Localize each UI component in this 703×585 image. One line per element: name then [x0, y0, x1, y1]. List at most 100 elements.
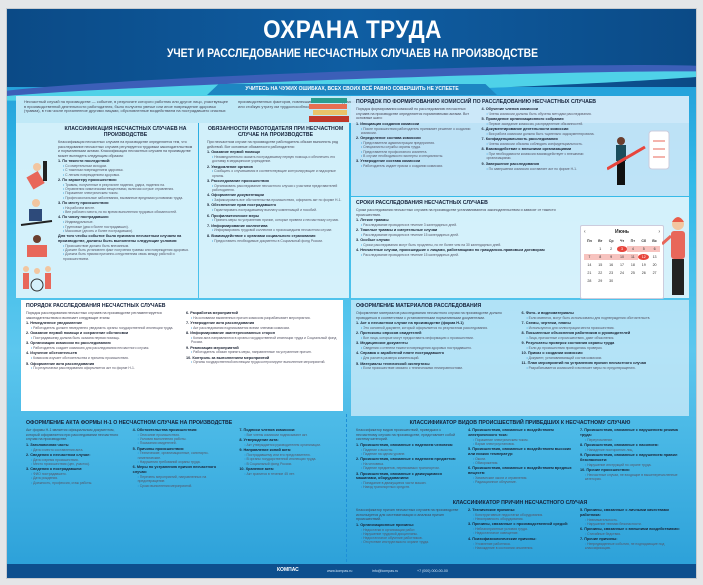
item-heading: 6. Причины, связанные с внешними воздейс… [580, 527, 680, 532]
calendar-day[interactable]: 9 [605, 254, 617, 260]
item-line: Все лица, которые могут предоставить инф… [356, 336, 514, 340]
calendar-day[interactable]: 17 [619, 263, 624, 267]
item-heading: 3. Происшествия, связанные с движущимися… [356, 471, 442, 481]
item-line: Ожоги. [468, 457, 572, 461]
calendar-day[interactable]: 29 [598, 279, 603, 283]
materials-panel: Оформление материалов расследования Оформ… [351, 300, 689, 416]
calendar-day[interactable]: 30 [609, 279, 614, 283]
calendar-day[interactable]: 28 [587, 279, 592, 283]
calendar-day[interactable]: 15 [598, 263, 603, 267]
item-heading: 8. Взаимодействие с органами социального… [207, 233, 316, 238]
section-intro: Сроки расследования несчастных случаев н… [356, 208, 556, 217]
accident-figures-illustration [20, 161, 53, 292]
item-heading: 6. Документирование деятельности комисси… [481, 127, 569, 132]
calendar-day[interactable]: 2 [610, 247, 613, 251]
calendar-day[interactable]: 24 [619, 271, 624, 275]
act-n1-panel: Оформление акта формы Н-1 о несчастном с… [21, 417, 343, 563]
section-body: Оформление материалов расследования несч… [356, 311, 679, 371]
item-line: Поражение электрическим током. [468, 438, 572, 442]
calendar-day[interactable]: 3 [616, 246, 628, 252]
item-heading: 6. Меры по устранению причин несчастного… [132, 465, 217, 475]
item-heading: 2. Протоколы опросов свидетелей [356, 331, 422, 336]
item-line: Зафиксировать все обстоятельства происше… [207, 198, 344, 202]
list-item: 8. Взаимодействие с внешними организация… [482, 147, 600, 160]
section-intro: Акт формы Н-1 является официальным докум… [26, 428, 119, 442]
calendar-day[interactable]: 10 [616, 254, 628, 260]
footer-site[interactable]: www.kompas.ru [327, 569, 353, 573]
calendar-day[interactable]: 25 [630, 271, 635, 275]
calendar-day[interactable]: 8 [594, 254, 606, 260]
procedure-panel: Порядок расследования несчастных случаев… [21, 300, 343, 411]
section-intro: Классификатор причин несчастных случаев … [356, 508, 459, 522]
calendar-day[interactable]: 13 [652, 255, 657, 259]
list-item: 1. Происшествия, связанные с падением че… [356, 443, 460, 456]
calendar-day[interactable]: 6 [649, 246, 660, 252]
section-title: Порядок по формированию комиссий по расс… [356, 99, 597, 105]
list-item: 1. Легкие травмыРасследование проводится… [356, 218, 571, 227]
item-line: Технические, организационные, санитарно-… [133, 451, 232, 460]
item-line: По завершении комиссия составляет акт по… [482, 167, 600, 171]
calendar-day[interactable]: 22 [598, 271, 603, 275]
item-line: Если до происшествия проводились проверк… [522, 346, 680, 350]
list-item: 7. Схемы, чертежи, планыИспользуются для… [522, 321, 680, 330]
item-heading: 7. Информирование коллектива [207, 223, 268, 228]
item-line: Конструктивные недостатки оборудования. [468, 513, 572, 517]
calendar-day[interactable]: 4 [627, 246, 639, 252]
calendar-day[interactable]: 19 [641, 263, 646, 267]
item-heading: 7. Прочие причины: [580, 537, 618, 542]
list-item: 7. Прочие причины:Непредвиденные события… [580, 537, 684, 550]
item-line: Должна быть прямая причинно-следственная… [58, 252, 193, 261]
item-line: Место происшествия (цех, участок). [26, 462, 125, 466]
calendar-day[interactable]: 1 [599, 247, 602, 251]
calendar-day[interactable]: 21 [587, 271, 592, 275]
list-item: 1. Немедленное уведомлениеРаботодатель д… [26, 321, 178, 330]
section-title: Оформление акта формы Н-1 о несчастном с… [26, 420, 233, 426]
footer-email[interactable]: info@kompas.ru [372, 569, 399, 573]
dashed-divider [346, 414, 347, 562]
list-item: 2. Происшествия, связанные с падением пр… [356, 457, 460, 470]
item-heading: 3. Утверждение состава комиссии [356, 159, 421, 164]
item-heading: 5. Происшествия, связанные с воздействие… [468, 447, 572, 456]
calendar-day[interactable]: 27 [652, 271, 657, 275]
list-item: 4. Оформление документацииЗафиксировать … [207, 193, 344, 202]
item-line: Нарушение инструкций по охране труда. [580, 463, 684, 467]
calendar-day[interactable]: 14 [587, 263, 592, 267]
calendar-weekday: Пн [587, 239, 592, 243]
item-heading: 7. Происшествия, связанные с нарушением … [580, 428, 678, 437]
item-heading: 11. План мероприятий по устранению причи… [521, 361, 647, 366]
calendar-day[interactable]: 11 [627, 254, 639, 260]
section-body: При несчастном случае на производстве ра… [207, 140, 344, 243]
list-item: 2. Сведения о несчастном случае:Дата и в… [26, 453, 125, 466]
item-heading: 8. Информирование заинтересованных сторо… [186, 331, 275, 336]
calendar-day[interactable]: 12 [638, 254, 650, 260]
calendar-day[interactable]: 7 [584, 254, 595, 260]
calendar-day[interactable]: 16 [609, 263, 614, 267]
list-item: 4. Справка о заработной плате пострадавш… [356, 351, 514, 360]
item-line: Гарантировать пострадавшему выплату комп… [207, 208, 344, 212]
list-item: 3. Сведения о пострадавшем:ФИО пострадав… [26, 467, 125, 485]
list-item: 6. Документирование деятельности комисси… [482, 127, 600, 136]
item-heading: 5. Оформление акта расследования [26, 361, 95, 366]
calendar-widget: ‹ Июнь › Пн Вт Ср Чт Пт Сб Вс 1 2 3 4 5 6 7 8 9 10 11 12 13 14… [580, 225, 664, 299]
item-line: Невнимательность. [580, 518, 684, 522]
item-line: Члены комиссии обязаны соблюдать конфиде… [482, 142, 600, 146]
calendar-prev-icon[interactable]: ‹ [584, 229, 586, 235]
calendar-next-icon[interactable]: › [658, 229, 660, 235]
list-item: 3. Причины, связанные с производственной… [468, 522, 572, 535]
calendar-day[interactable]: 23 [609, 271, 614, 275]
item-line: С легким повреждением здоровья. [58, 173, 193, 177]
item-line: Расследование проводится в течение 3 кал… [356, 223, 571, 227]
item-line: Поражение электрическим током. [58, 191, 193, 195]
calendar-day[interactable]: 26 [641, 271, 646, 275]
calendar-weekday: Сб [641, 239, 647, 243]
item-line: Со смертельным исходом. [58, 164, 193, 168]
list-item: 8. Информирование заинтересованных сторо… [186, 331, 338, 344]
calendar-day[interactable]: 20 [652, 263, 657, 267]
item-line: После происшествия работодатель принимае… [356, 127, 474, 136]
calendar-day[interactable]: 18 [630, 263, 635, 267]
item-line: Копии акта направляются в органы государ… [186, 336, 338, 345]
section-title: Классификатор видов происшествий приведш… [409, 420, 631, 426]
calendar-day[interactable]: 5 [638, 246, 650, 252]
list-item: 4. По числу пострадавших:Индивидуальные.… [58, 215, 193, 233]
list-item: 10. Приказ о создании комиссииДокумент, … [522, 351, 680, 360]
